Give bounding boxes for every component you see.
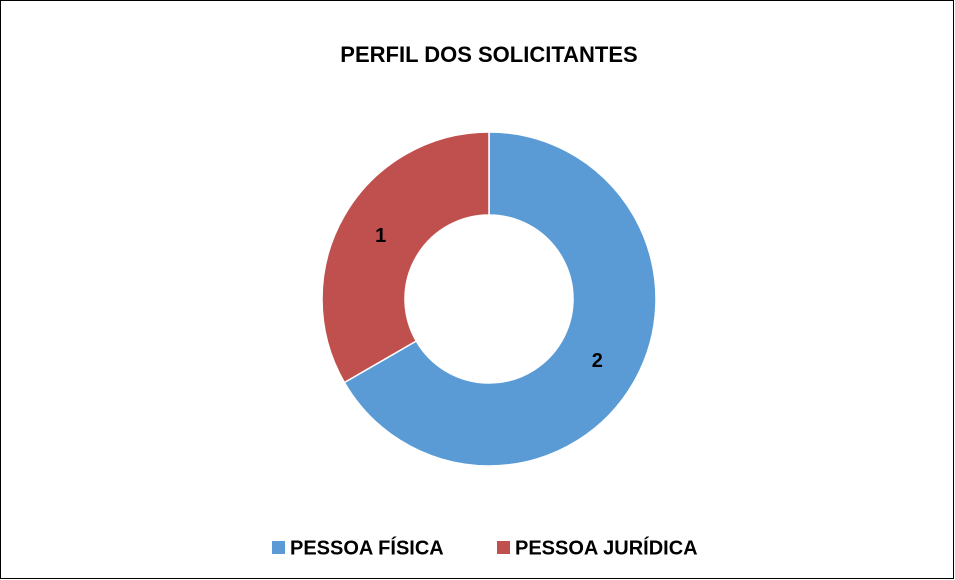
legend-swatch (497, 541, 510, 554)
legend-swatch (272, 541, 285, 554)
chart-title: PERFIL DOS SOLICITANTES (340, 42, 637, 67)
data-label: 2 (592, 350, 603, 372)
legend-label: PESSOA JURÍDICA (515, 536, 698, 559)
legend-label: PESSOA FÍSICA (290, 536, 444, 559)
donut-slice (343, 131, 657, 467)
data-label: 1 (375, 225, 386, 247)
donut-slice (321, 131, 490, 384)
